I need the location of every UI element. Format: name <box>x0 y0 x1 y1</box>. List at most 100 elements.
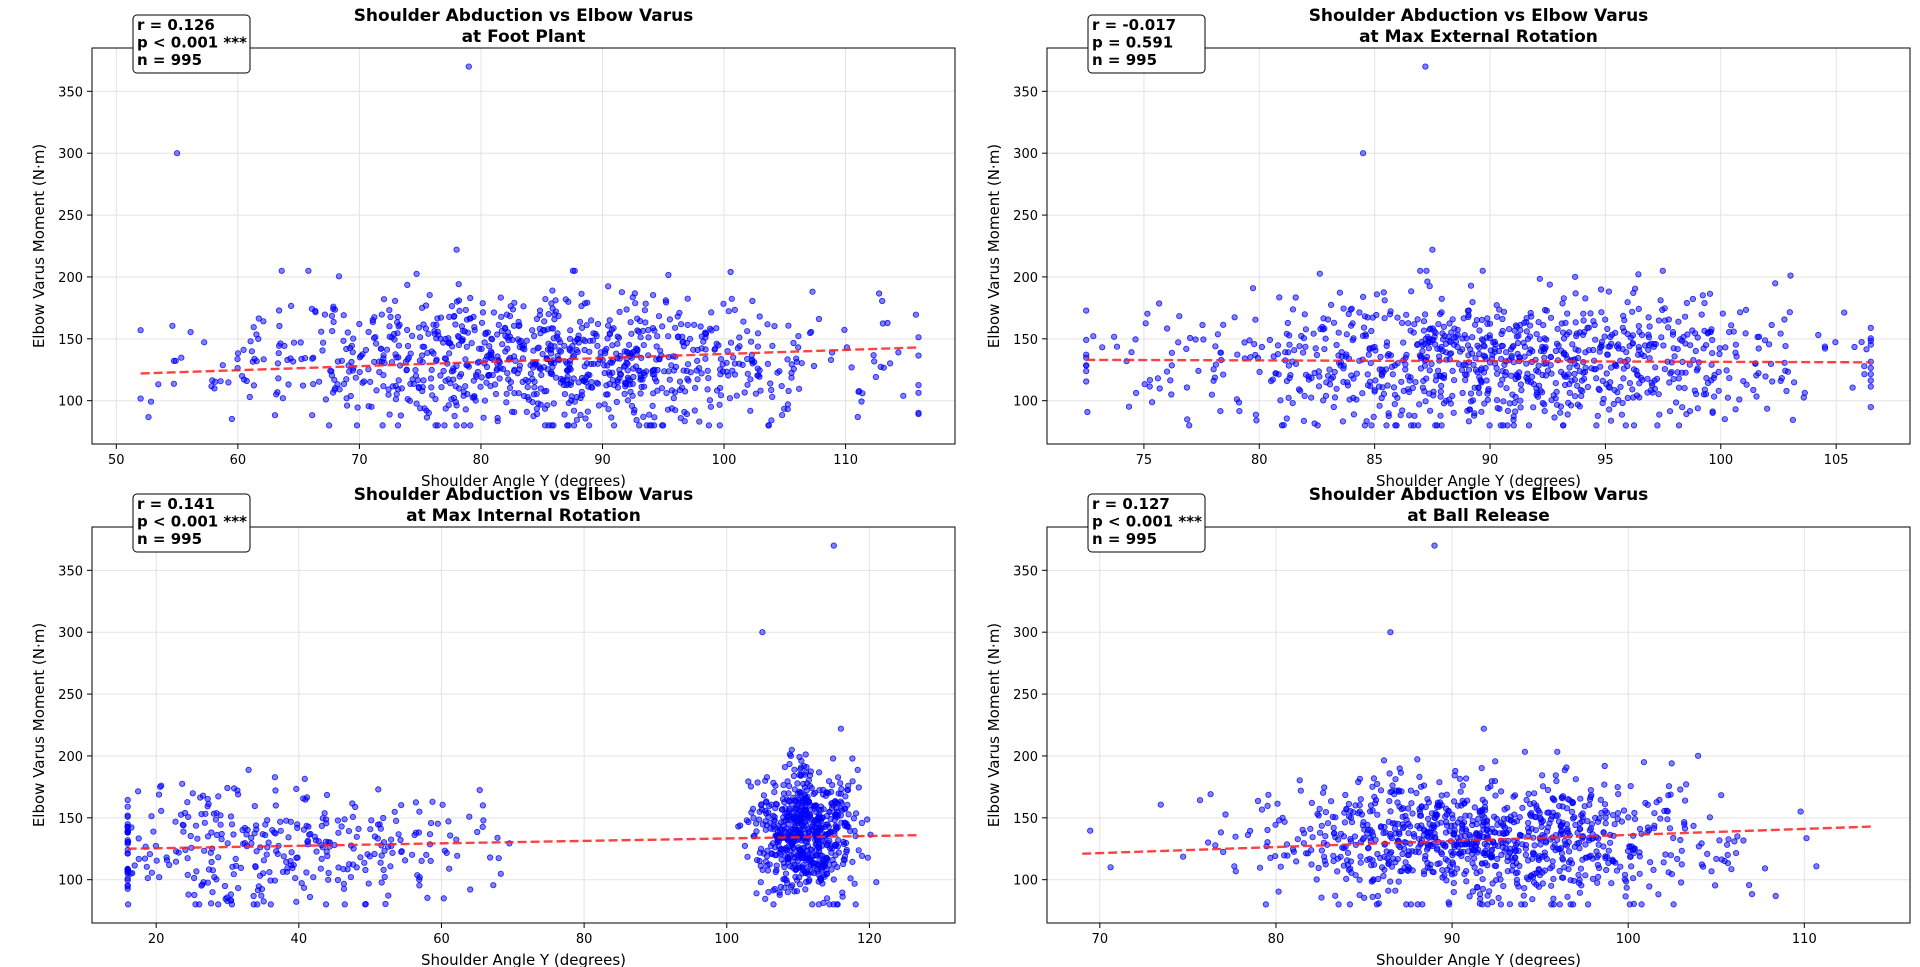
data-point <box>1746 881 1753 889</box>
data-point <box>208 383 215 390</box>
data-point <box>322 838 330 845</box>
data-point <box>267 901 274 908</box>
data-point <box>1498 788 1505 795</box>
data-point <box>1314 810 1321 818</box>
data-point <box>740 318 747 325</box>
data-point <box>727 339 735 346</box>
data-point <box>1156 300 1163 307</box>
data-point <box>1356 775 1364 782</box>
y-tick-label: 200 <box>58 271 83 286</box>
data-point <box>1320 397 1327 404</box>
data-point <box>818 866 825 873</box>
data-point <box>365 366 372 373</box>
data-point <box>1575 879 1583 887</box>
data-point <box>404 395 411 403</box>
data-point <box>659 323 666 330</box>
data-point <box>651 371 658 378</box>
data-point <box>378 311 385 318</box>
data-point <box>1483 821 1491 829</box>
data-point <box>1356 891 1363 899</box>
data-point <box>457 370 465 378</box>
data-point <box>765 888 772 896</box>
data-point <box>895 349 902 356</box>
data-point <box>627 388 634 395</box>
data-point <box>445 818 452 825</box>
plot-frame <box>1046 526 1911 924</box>
data-point <box>1335 901 1342 908</box>
data-point <box>1479 796 1486 803</box>
data-point <box>1332 892 1339 899</box>
data-point <box>1559 795 1566 802</box>
data-point <box>623 306 630 313</box>
data-point <box>1547 816 1555 823</box>
x-tick-label: 100 <box>1708 453 1733 468</box>
data-point <box>1343 875 1350 883</box>
data-point <box>1305 373 1312 380</box>
data-point <box>248 834 255 841</box>
data-point <box>1624 330 1631 338</box>
data-point <box>460 422 468 429</box>
data-point <box>1419 348 1426 355</box>
stat-line: p < 0.001 *** <box>137 513 247 531</box>
data-point <box>1420 318 1428 325</box>
data-point <box>752 390 760 397</box>
data-point <box>1459 389 1466 397</box>
data-point <box>1347 807 1354 815</box>
data-point <box>1560 350 1568 358</box>
data-point <box>670 395 677 402</box>
data-point <box>668 405 676 412</box>
data-point <box>1422 311 1429 318</box>
data-point <box>380 866 387 874</box>
data-point <box>548 369 555 376</box>
data-point <box>1360 818 1367 826</box>
data-point <box>1443 877 1450 884</box>
data-point <box>1297 787 1304 794</box>
data-point <box>1385 887 1392 894</box>
data-point <box>1353 370 1360 377</box>
data-point <box>640 383 648 390</box>
data-point <box>124 803 131 810</box>
data-point <box>1442 843 1449 850</box>
data-point <box>727 268 734 276</box>
data-point <box>521 346 528 353</box>
data-point <box>1736 396 1743 403</box>
data-point <box>185 813 192 821</box>
x-tick-label: 70 <box>351 453 368 468</box>
data-point <box>1426 283 1433 290</box>
data-point <box>1585 347 1593 354</box>
data-point <box>439 801 446 808</box>
data-point <box>479 309 487 316</box>
data-point <box>536 307 544 314</box>
data-point <box>802 886 809 893</box>
data-point <box>1313 351 1321 359</box>
data-point <box>387 863 394 870</box>
data-point <box>519 378 526 385</box>
data-point <box>187 328 194 336</box>
data-point <box>141 855 149 862</box>
data-point <box>1797 808 1804 815</box>
data-point <box>1692 330 1699 337</box>
data-point <box>1292 294 1299 301</box>
data-point <box>483 353 491 360</box>
data-point <box>290 339 298 346</box>
data-point <box>1195 367 1202 374</box>
data-point <box>1416 805 1423 813</box>
chart-title-line: at Ball Release <box>1407 506 1550 526</box>
data-point <box>155 791 163 798</box>
data-point <box>1594 818 1602 825</box>
data-point <box>1501 848 1508 855</box>
data-point <box>1211 374 1219 381</box>
data-point <box>1210 366 1217 373</box>
data-point <box>1712 882 1719 889</box>
data-point <box>343 402 351 409</box>
data-point <box>1525 819 1532 827</box>
data-point <box>233 862 240 869</box>
data-point <box>1168 349 1176 356</box>
data-point <box>1111 333 1118 340</box>
data-point <box>651 327 658 334</box>
data-point <box>335 829 342 836</box>
y-tick-label: 100 <box>58 395 83 410</box>
data-point <box>787 883 795 891</box>
data-point <box>795 385 803 392</box>
